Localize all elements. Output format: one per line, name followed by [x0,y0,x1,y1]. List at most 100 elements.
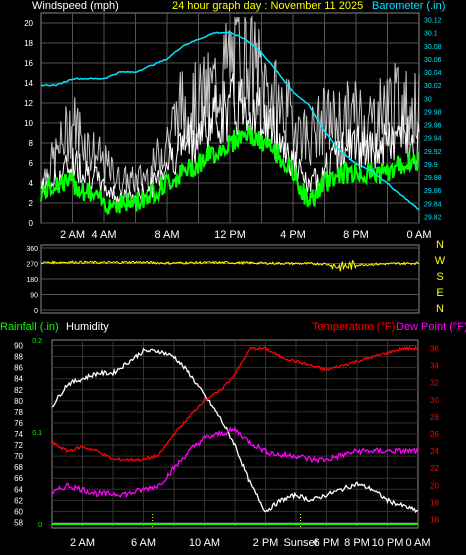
wind-series-line [40,72,420,204]
barometer-tick-label: 29.9 [424,162,438,169]
humidity-tick-label: 72 [14,441,23,450]
compass-label: W [435,255,446,267]
windspeed-tick-label: 20 [24,19,33,28]
wind-x-tick-label: 2 AM [60,229,85,241]
wind-panel-series [40,15,420,215]
humidity-tick-label: 58 [14,518,23,527]
barometer-tick-label: 30.04 [424,70,442,77]
barometer-tick-label: 30.1 [424,31,438,38]
temp-x-tick-label: 6 AM [131,537,156,549]
temp-x-tick-label: 0 AM [405,537,430,549]
direction-tick-label: 0 [34,308,38,315]
temperature-tick-label: 30 [430,396,439,405]
windspeed-tick-label: 10 [24,119,33,128]
direction-tick-label: 360 [26,246,38,253]
barometer-tick-label: 30.02 [424,83,442,90]
temperature-tick-label: 28 [430,413,439,422]
direction-panel-grid [41,247,419,311]
humidity-tick-label: 90 [14,342,23,351]
temp-x-tick-label: 8 PM [344,537,370,549]
temp-x-tick-label: 2 PM [253,537,279,549]
rain-axis-labels: 0.2 0.1 0 [32,338,42,529]
barometer-tick-label: 29.98 [424,109,442,116]
temp-x-tick-label: Sunset [283,537,317,549]
compass-label: E [436,287,443,299]
barometer-tick-label: 29.92 [424,149,442,156]
temperature-tick-label: 20 [430,481,439,490]
barometer-axis-labels: 30.12 30.1 30.08 30.06 30.04 30.02 30 29.98 29.9… [424,18,442,222]
wind-panel-grid [41,13,419,224]
windspeed-tick-label: 2 [29,199,34,208]
temp-x-tick-label: 2 AM [70,537,95,549]
humidity-tick-label: 84 [14,375,23,384]
compass-label: N [436,303,444,315]
dew-point-series-line [51,426,419,499]
wind-panel-x-axis-labels: 2 AM 4 AM 8 AM 12 PM 4 PM 8 PM 0 AM [60,229,432,241]
temp-x-tick-label: 6 PM [314,537,340,549]
rain-tick-label: 0.1 [32,430,42,437]
direction-tick-label: 90 [30,293,38,300]
barometer-tick-label: 30 [424,96,432,103]
windspeed-tick-label: 12 [24,99,33,108]
compass-label: S [436,271,443,283]
humidity-tick-label: 78 [14,408,23,417]
wind-x-tick-label: 0 AM [406,229,431,241]
barometer-series-line [40,31,420,211]
humidity-tick-label: 74 [14,430,23,439]
barometer-tick-label: 29.96 [424,123,442,130]
humidity-tick-label: 70 [14,452,23,461]
wind-x-tick-label: 12 PM [214,229,246,241]
barometer-tick-label: 30.06 [424,57,442,64]
temp-panel-grid [52,340,418,528]
temperature-label: Temperature (°F) [312,321,395,333]
barometer-tick-label: 29.82 [424,214,442,221]
temperature-series-line [51,345,419,462]
humidity-tick-label: 66 [14,474,23,483]
humidity-tick-label: 62 [14,496,23,505]
direction-tick-label: 180 [26,277,38,284]
barometer-tick-label: 29.84 [424,201,442,208]
windspeed-tick-label: 18 [24,39,33,48]
temperature-tick-label: 16 [430,515,439,524]
barometer-tick-label: 30.08 [424,44,442,51]
temperature-tick-label: 24 [430,447,439,456]
windspeed-label: Windspeed (mph) [32,0,119,12]
temperature-tick-label: 18 [430,498,439,507]
temperature-tick-label: 36 [430,345,439,354]
compass-label: N [436,239,444,251]
rainfall-label: Rainfall (.in) [0,321,59,333]
windspeed-tick-label: 6 [29,159,34,168]
temperature-tick-label: 34 [430,362,439,371]
temp-x-tick-label: 10 AM [189,537,220,549]
windspeed-tick-label: 8 [29,139,34,148]
humidity-tick-label: 82 [14,386,23,395]
humidity-tick-label: 76 [14,419,23,428]
windspeed-tick-label: 14 [24,79,33,88]
chart-title: 24 hour graph day : November 11 2025 [172,0,363,12]
wind-x-tick-label: 4 AM [91,229,116,241]
temperature-axis-labels: 36 34 32 30 28 26 24 22 20 18 16 [430,345,439,525]
humidity-tick-label: 80 [14,397,23,406]
humidity-tick-label: 64 [14,485,23,494]
windspeed-tick-label: 0 [29,219,34,228]
windspeed-tick-label: 4 [29,179,34,188]
rain-tick-label: 0.2 [32,338,42,345]
direction-series [40,259,420,272]
humidity-tick-label: 60 [14,507,23,516]
temperature-tick-label: 26 [430,430,439,439]
temperature-tick-label: 32 [430,379,439,388]
barometer-tick-label: 29.94 [424,136,442,143]
temperature-tick-label: 22 [430,464,439,473]
wind-x-tick-label: 4 PM [280,229,306,241]
humidity-tick-label: 68 [14,463,23,472]
temp-x-tick-label: 10 PM [372,537,404,549]
wind-x-tick-label: 8 PM [343,229,369,241]
barometer-tick-label: 29.88 [424,175,442,182]
humidity-axis-labels: 90 88 86 84 82 80 78 76 74 72 70 68 66 64 62 60 58 [14,342,23,528]
barometer-label: Barometer (.in) [372,0,445,12]
gust-series-line [40,15,420,195]
